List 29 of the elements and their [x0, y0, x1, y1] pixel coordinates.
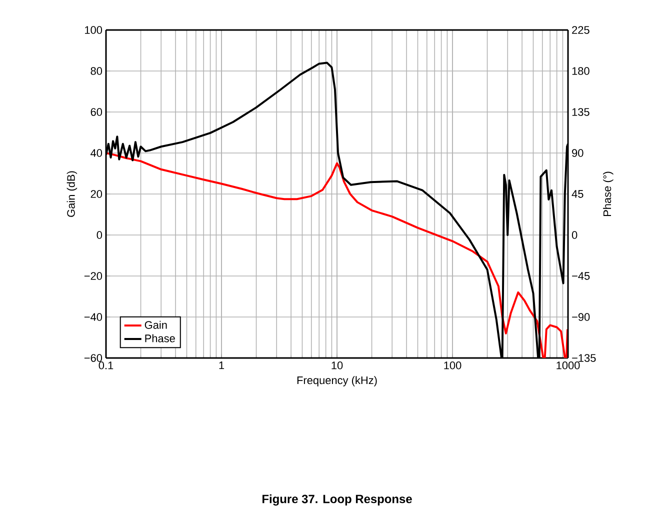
y2-tick-label: 0 — [572, 231, 578, 239]
x-tick-label: 1000 — [556, 362, 580, 370]
text: Figure 37. Loop Response — [262, 494, 412, 506]
x-tick-label: 100 — [444, 362, 462, 370]
y2-tick-label: 180 — [572, 67, 590, 75]
legend-label: Gain — [144, 320, 167, 329]
y-tick-label: 100 — [85, 26, 102, 34]
y-tick-label: 40 — [90, 149, 102, 157]
y-tick-label: −40 — [84, 313, 102, 321]
y-tick-label: 20 — [90, 190, 102, 198]
y-tick-label: 60 — [90, 108, 102, 116]
y2-axis-title: Phase (°) — [603, 172, 614, 216]
x-axis-title: Frequency (kHz) — [297, 376, 377, 386]
y-tick-label: 0 — [96, 231, 102, 239]
y-axis-title: Gain (dB) — [66, 171, 78, 217]
y2-tick-label: 135 — [572, 108, 590, 116]
y2-tick-label: −45 — [572, 272, 590, 280]
y-tick-label: −20 — [84, 272, 102, 280]
x-tick-label: 10 — [332, 362, 343, 370]
x-tick-label: 1 — [219, 362, 224, 370]
y2-tick-label: 45 — [572, 190, 584, 198]
y-tick-label: 80 — [90, 67, 102, 75]
y2-tick-label: 90 — [572, 149, 584, 157]
y2-tick-label: −90 — [572, 313, 590, 321]
y2-tick-label: 225 — [572, 26, 590, 34]
y-tick-label: −60 — [84, 354, 102, 362]
y2-tick-label: −135 — [572, 354, 596, 362]
x-tick-label: 0.1 — [98, 362, 114, 370]
legend-label: Phase — [145, 334, 175, 342]
